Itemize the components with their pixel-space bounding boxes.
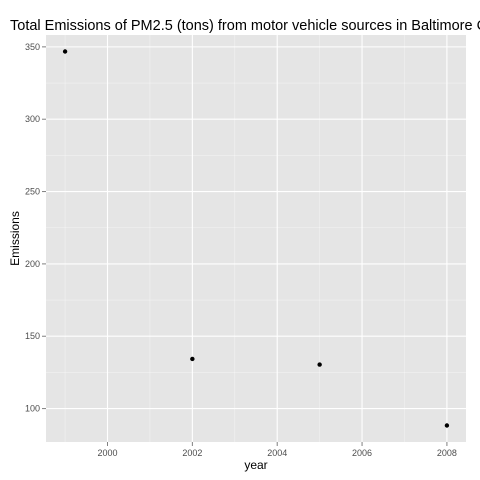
- data-point: [190, 356, 195, 362]
- data-point: [317, 362, 322, 367]
- y-tick-label: 100: [25, 404, 40, 414]
- data-point: [62, 49, 68, 54]
- major-grid: [46, 35, 466, 442]
- minor-grid: [46, 35, 466, 442]
- x-tick-label: 2000: [97, 448, 117, 458]
- x-tick-label: 2008: [437, 448, 457, 458]
- y-tick-label: 300: [25, 114, 40, 124]
- chart-title: Total Emissions of PM2.5 (tons) from mot…: [10, 18, 480, 34]
- x-tick-label: 2006: [352, 448, 372, 458]
- x-axis: 2000 2002 2004 2006 2008: [97, 442, 457, 458]
- y-tick-label: 250: [25, 187, 40, 197]
- x-tick-label: 2004: [267, 448, 287, 458]
- plot-panel: [46, 35, 466, 442]
- x-tick-label: 2002: [182, 448, 202, 458]
- y-tick-label: 200: [25, 259, 40, 269]
- y-axis-title: Emissions: [8, 211, 22, 266]
- data-point: [444, 423, 450, 428]
- y-tick-label: 350: [25, 42, 40, 52]
- x-axis-title: year: [244, 458, 267, 472]
- y-tick-label: 150: [25, 331, 40, 341]
- y-axis: 100 150 200 250 300 350: [25, 42, 46, 414]
- data-points: [62, 49, 450, 428]
